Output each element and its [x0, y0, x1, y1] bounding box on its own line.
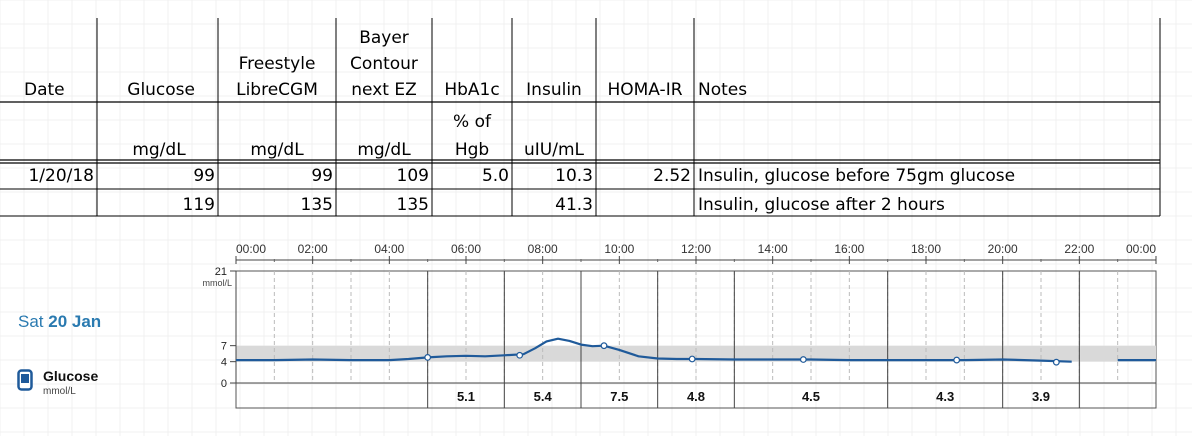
table-grid-lines [0, 18, 1161, 217]
segment-average-value: 5.4 [534, 389, 553, 404]
row2-bayer: 135 [396, 195, 429, 215]
glucose-marker [953, 356, 961, 364]
segment-average-value: 4.3 [936, 389, 954, 404]
header-glucose-unit: mg/dL [132, 140, 186, 160]
x-tick-label: 08:00 [528, 242, 558, 256]
x-tick-label: 14:00 [758, 242, 788, 256]
glucose-meter-icon [17, 369, 33, 391]
x-tick-label: 18:00 [911, 242, 941, 256]
x-tick-label: 10:00 [604, 242, 634, 256]
x-tick-label: 00:00 [1126, 242, 1156, 256]
y-tick-label: 0 [221, 378, 227, 390]
header-hba1c-unit1: % of [453, 112, 491, 132]
header-hba1c-unit2: Hgb [454, 140, 490, 160]
plot-frame [235, 270, 1157, 409]
row1-bayer: 109 [396, 166, 429, 186]
segment-average-value: 5.1 [457, 389, 475, 404]
header-freestyle-line2: LibreCGM [236, 80, 318, 100]
segment-average-value: 7.5 [610, 389, 628, 404]
y-tick-label: 7 [221, 341, 227, 353]
glucose-marker [600, 342, 608, 350]
header-bayer-line1: Bayer [359, 28, 409, 48]
row2-glucose: 119 [182, 195, 215, 215]
day-label: Sat 20 Jan [18, 312, 101, 332]
glucose-marker [424, 353, 432, 361]
x-tick-label: 22:00 [1064, 242, 1094, 256]
segment-average-value: 4.8 [687, 389, 705, 404]
row1-glucose: 99 [193, 166, 215, 186]
x-tick-label: 04:00 [374, 242, 404, 256]
x-tick-label: 16:00 [834, 242, 864, 256]
day-of-week: Sat [18, 312, 44, 331]
y-unit-label: mmol/L [202, 278, 232, 288]
x-tick-label: 20:00 [988, 242, 1018, 256]
row1-freestyle: 99 [311, 166, 333, 186]
header-bayer-line3: next EZ [351, 80, 417, 100]
x-tick-label: 12:00 [681, 242, 711, 256]
x-tick-label: 06:00 [451, 242, 481, 256]
row1-notes: Insulin, glucose before 75gm glucose [698, 166, 1016, 186]
header-bayer-line2: Contour [350, 54, 418, 74]
day-date: 20 Jan [48, 312, 102, 331]
header-hba1c: HbA1c [444, 80, 500, 100]
header-homa-ir: HOMA-IR [607, 80, 683, 100]
header-freestyle-unit: mg/dL [250, 140, 304, 160]
header-date: Date [24, 80, 65, 100]
legend-title: Glucose [43, 368, 99, 384]
row2-insulin: 41.3 [555, 195, 593, 215]
header-insulin: Insulin [526, 80, 582, 100]
glucose-series-line [236, 337, 1156, 363]
glucose-marker [799, 356, 807, 363]
row2-freestyle: 135 [300, 195, 333, 215]
glucose-marker [1052, 358, 1060, 366]
glucose-marker [516, 351, 524, 359]
row1-hba1c: 5.0 [481, 166, 509, 186]
glucose-line-chart: 00:00 02:00 04:00 06:00 08:00 10:00 12:00 14:00… [202, 242, 1157, 409]
row1-date: 1/20/18 [28, 166, 94, 186]
row1-insulin: 10.3 [555, 166, 593, 186]
cgm-daily-panel: Sat 20 Jan Glucose mmol/L 00:00 02:00 04:0… [0, 228, 1192, 436]
x-tick-label: 02:00 [298, 242, 328, 256]
header-glucose: Glucose [127, 80, 195, 100]
row1-homa-ir: 2.52 [653, 166, 691, 186]
legend-unit: mmol/L [43, 386, 76, 397]
header-insulin-unit: uIU/mL [524, 140, 584, 160]
glucose-marker [688, 355, 696, 363]
x-tick-label: 00:00 [236, 242, 266, 256]
header-freestyle-line1: Freestyle [238, 54, 316, 74]
row2-notes: Insulin, glucose after 2 hours [698, 195, 945, 215]
y-tick-label: 4 [221, 357, 227, 369]
segment-average-value: 3.9 [1032, 389, 1050, 404]
header-notes: Notes [698, 80, 748, 100]
y-tick-label: 21 [215, 266, 227, 278]
segment-average-value: 4.5 [802, 389, 820, 404]
header-bayer-unit: mg/dL [357, 140, 411, 160]
